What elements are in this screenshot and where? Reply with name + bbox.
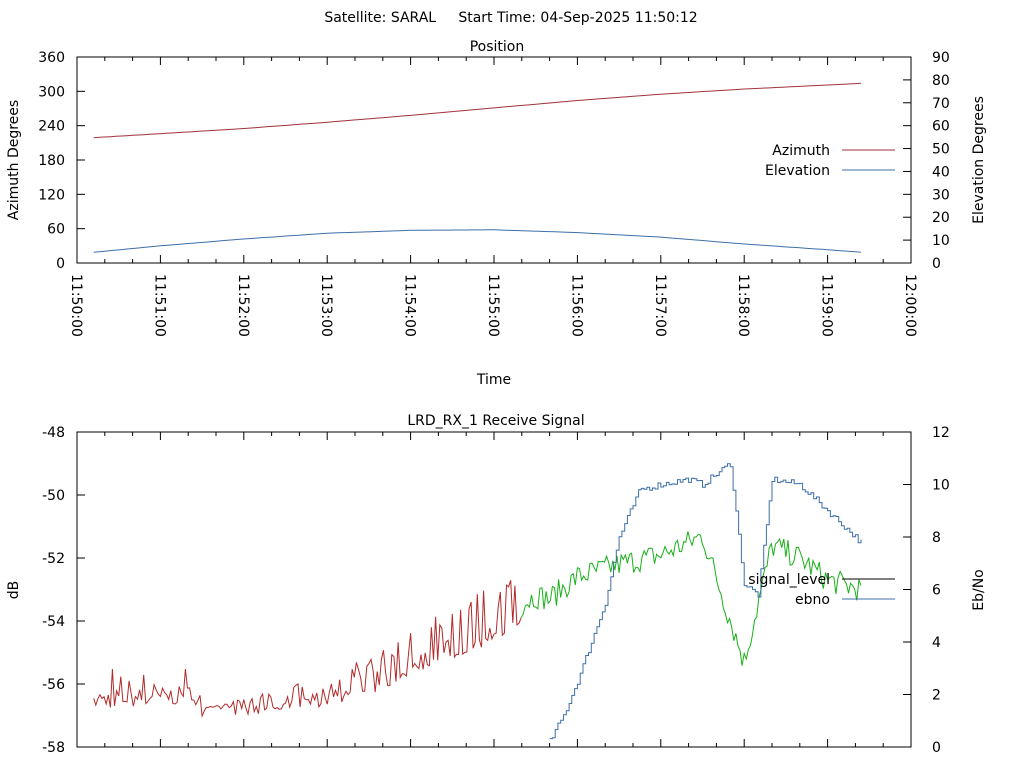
position-x-tick-label: 11:53:00 [318,274,334,337]
position-y-tick-label: 300 [38,84,65,100]
receive-signal-y-tick-label: -48 [42,425,65,441]
position-y2-tick-label: 20 [932,210,950,226]
position-y2-tick-label: 10 [932,233,950,249]
position-plot-title: Position [470,39,525,55]
signal-level-line-low [93,580,522,718]
receive-signal-y-tick-label: -58 [42,740,65,756]
receive-signal-legend-label: signal_level [748,572,830,588]
position-x-tick-label: 11:52:00 [235,274,251,337]
receive-signal-y-tick-label: -52 [42,551,65,567]
position-y-tick-label: 360 [38,50,65,66]
receive-signal-y2-axis-label: Eb/No [971,569,987,611]
receive-signal-y2-tick-label: 6 [932,583,941,599]
position-y2-tick-label: 30 [932,187,950,203]
position-plot-frame [76,56,912,264]
receive-signal-y-axis-label: dB [6,581,22,600]
position-y2-tick-label: 60 [932,119,950,135]
position-y-axis-label: Azimuth Degrees [6,100,22,220]
receive-signal-y2-tick-label: 8 [932,530,941,546]
receive-signal-y2-tick-label: 10 [932,478,950,494]
position-x-tick-label: 11:58:00 [735,274,751,337]
position-x-tick-label: 11:56:00 [568,274,584,337]
position-y-tick-label: 120 [38,187,65,203]
receive-signal-plot-title: LRD_RX_1 Receive Signal [407,413,584,429]
position-y2-tick-label: 80 [932,73,950,89]
position-y2-tick-label: 40 [932,164,950,180]
receive-signal-y-tick-label: -56 [42,677,65,693]
position-legend-label: Azimuth [772,143,830,159]
position-y2-axis-label: Elevation Degrees [971,96,987,224]
position-x-tick-label: 11:57:00 [652,274,668,337]
position-y-tick-label: 240 [38,119,65,135]
position-x-tick-label: 12:00:00 [902,274,918,337]
position-y2-tick-label: 0 [932,256,941,272]
receive-signal-y2-tick-label: 12 [932,425,950,441]
position-plot: Position Azimuth Degrees Elevation Degre… [6,39,987,388]
receive-signal-plot: LRD_RX_1 Receive Signal dB Eb/No -48 -50 -… [6,413,987,756]
position-y-tick-label: 0 [56,256,65,272]
ebno-line [549,463,862,740]
position-legend-label: Elevation [765,163,830,179]
receive-signal-y2-tick-label: 4 [932,635,941,651]
position-y2-tick-label: 90 [932,50,950,66]
position-x-tick-label: 11:54:00 [402,274,418,337]
position-x-tick-label: 11:51:00 [151,274,167,337]
signal-level-line-high [520,531,862,666]
receive-signal-y2-tick-label: 0 [932,740,941,756]
receive-signal-y-tick-label: -54 [42,614,65,630]
position-x-tick-label: 11:59:00 [819,274,835,337]
position-x-tick-label: 11:50:00 [68,274,84,337]
position-y2-tick-label: 70 [932,96,950,112]
receive-signal-plot-frame [76,431,912,748]
position-y2-tick-label: 50 [932,142,950,158]
position-series-elevation-line [93,229,862,253]
receive-signal-y-tick-label: -50 [42,488,65,504]
position-x-axis-label: Time [476,372,511,388]
position-series-azimuth-line [93,82,862,139]
position-y-tick-label: 60 [47,222,65,238]
position-y-tick-label: 180 [38,153,65,169]
figure-title: Satellite: SARAL Start Time: 04-Sep-2025… [324,10,697,26]
position-x-tick-label: 11:55:00 [485,274,501,337]
receive-signal-y2-tick-label: 2 [932,688,941,704]
receive-signal-legend-label: ebno [795,592,830,608]
